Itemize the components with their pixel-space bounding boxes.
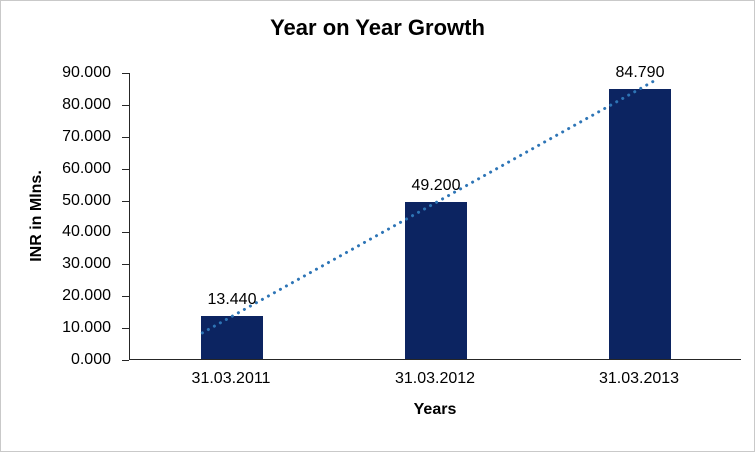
y-tick-label: 30.000 (62, 255, 111, 273)
y-tick-mark (122, 360, 129, 361)
y-tick-mark (122, 200, 129, 202)
y-tick-label: 70.000 (62, 127, 111, 145)
bar (201, 316, 263, 359)
plot-area: 13.440 49.200 84.790 (129, 64, 741, 360)
y-tick-label: 90.000 (62, 64, 111, 81)
y-tick-mark (122, 264, 129, 266)
y-tick-label: 0.000 (70, 351, 111, 368)
y-tick-label: 40.000 (62, 223, 111, 241)
y-tick-label: 60.000 (62, 159, 111, 177)
x-tick-label: 31.03.2013 (598, 370, 680, 387)
y-tick-mark (122, 136, 129, 138)
data-label: 49.200 (411, 177, 461, 195)
y-tick-label: 20.000 (62, 287, 111, 305)
y-tick-mark (122, 104, 129, 106)
data-label: 84.790 (615, 63, 665, 81)
x-tick-label: 31.03.2011 (191, 370, 271, 387)
y-axis-tick-labels: 0.000 10.000 20.000 30.000 40.000 50.000 60.00… (1, 64, 129, 368)
bar (405, 202, 467, 359)
x-tick-label: 31.03.2012 (394, 370, 476, 387)
data-label: 13.440 (207, 291, 257, 309)
y-tick-mark (122, 232, 129, 234)
x-axis-tick-labels: 31.03.2011 31.03.2012 31.03.2013 (129, 370, 741, 390)
bar (609, 88, 671, 359)
y-tick-mark (122, 328, 129, 330)
y-tick-mark (122, 296, 129, 298)
y-tick-label: 10.000 (62, 319, 111, 337)
x-axis-title: Years (413, 401, 457, 418)
y-tick-label: 50.000 (62, 191, 111, 209)
y-tick-mark (122, 168, 129, 170)
chart-title: Year on Year Growth (270, 15, 485, 40)
y-tick-label: 80.000 (62, 95, 111, 113)
y-tick-mark (122, 73, 129, 74)
